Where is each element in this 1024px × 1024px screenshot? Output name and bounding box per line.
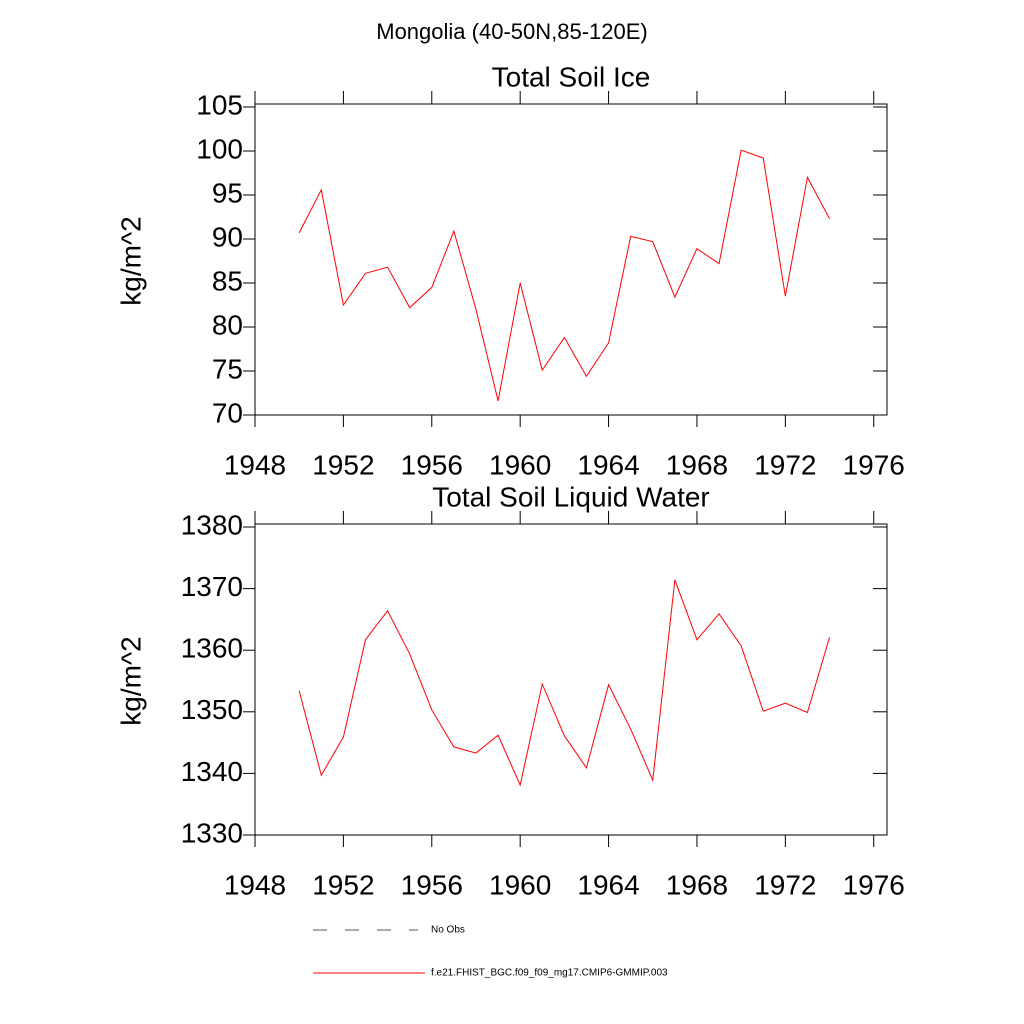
y-tick-label: 105 (196, 89, 243, 120)
plot-frame (254, 523, 888, 836)
y-tick-label: 1330 (181, 817, 243, 848)
y-tick-label: 80 (212, 309, 243, 340)
y-tick-label: 75 (212, 353, 243, 384)
x-tick-label: 1960 (489, 449, 551, 480)
data-line (298, 579, 831, 787)
chart-title: Total Soil Ice (492, 61, 651, 92)
x-tick-label: 1968 (666, 869, 728, 900)
x-tick-label: 1948 (224, 449, 286, 480)
y-tick-label: 100 (196, 133, 243, 164)
x-tick-label: 1976 (843, 449, 905, 480)
y-tick-label: 1370 (181, 571, 243, 602)
y-axis-label: kg/m^2 (115, 636, 146, 725)
data-line (298, 149, 830, 402)
x-tick-label: 1972 (754, 869, 816, 900)
x-tick-label: 1952 (312, 869, 374, 900)
y-axis-label: kg/m^2 (115, 216, 146, 305)
x-tick-label: 1964 (577, 449, 639, 480)
figure-title: Mongolia (40-50N,85-120E) (376, 19, 648, 44)
chart-title: Total Soil Liquid Water (432, 481, 710, 512)
y-tick-label: 70 (212, 397, 243, 428)
x-tick-label: 1968 (666, 449, 728, 480)
x-tick-label: 1964 (577, 869, 639, 900)
y-tick-label: 1380 (181, 509, 243, 540)
y-tick-label: 1350 (181, 694, 243, 725)
y-tick-label: 85 (212, 265, 243, 296)
x-tick-label: 1976 (843, 869, 905, 900)
plot-frame (254, 103, 888, 416)
legend-label: f.e21.FHIST_BGC.f09_f09_mg17.CMIP6-GMMIP… (431, 968, 668, 979)
x-tick-label: 1948 (224, 869, 286, 900)
y-tick-label: 95 (212, 177, 243, 208)
y-tick-label: 1360 (181, 633, 243, 664)
y-tick-label: 1340 (181, 756, 243, 787)
x-tick-label: 1956 (401, 869, 463, 900)
x-tick-label: 1952 (312, 449, 374, 480)
legend-label: No Obs (431, 925, 465, 936)
x-tick-label: 1960 (489, 869, 551, 900)
y-tick-label: 90 (212, 221, 243, 252)
x-tick-label: 1972 (754, 449, 816, 480)
x-tick-label: 1956 (401, 449, 463, 480)
